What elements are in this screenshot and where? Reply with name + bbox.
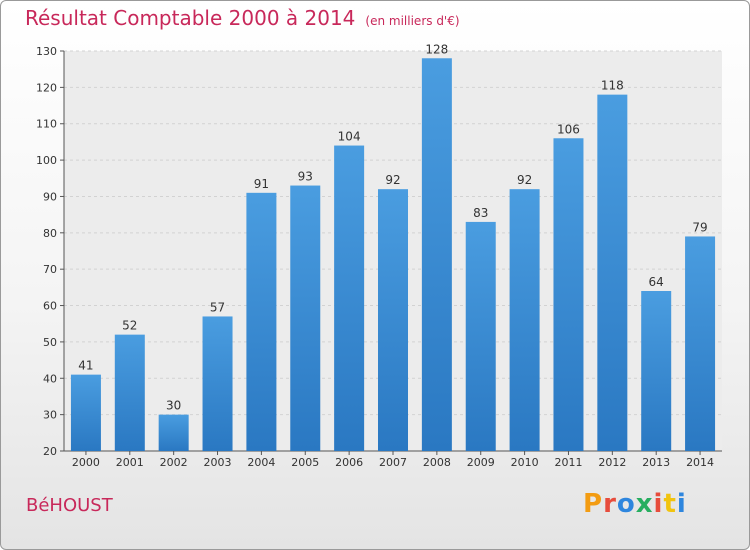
- bar-value-label: 91: [254, 177, 269, 191]
- logo-letter: t: [663, 489, 677, 519]
- bar: [70, 374, 101, 451]
- bar: [378, 189, 408, 451]
- bar: [685, 236, 716, 451]
- y-tick-label: 20: [43, 445, 57, 458]
- chart-title: Résultat Comptable 2000 à 2014: [25, 6, 356, 30]
- x-tick-label: 2011: [554, 456, 582, 469]
- y-tick-label: 30: [43, 409, 57, 422]
- x-tick-label: 2012: [598, 456, 626, 469]
- x-tick-label: 2005: [291, 456, 319, 469]
- y-tick-label: 110: [36, 118, 57, 131]
- bar: [597, 94, 628, 452]
- bar: [114, 334, 145, 451]
- bar: [334, 145, 365, 451]
- y-tick-label: 40: [43, 372, 57, 385]
- x-tick-label: 2003: [204, 456, 232, 469]
- logo-letter: i: [653, 489, 664, 519]
- bar-value-label: 104: [338, 130, 361, 144]
- x-tick-label: 2009: [467, 456, 495, 469]
- y-tick-label: 120: [36, 81, 57, 94]
- proxiti-logo: Proxiti: [583, 489, 687, 519]
- x-tick-label: 2014: [686, 456, 714, 469]
- bar: [158, 414, 189, 451]
- chart-subtitle: (en milliers d'€): [365, 14, 460, 28]
- x-tick-label: 2002: [160, 456, 188, 469]
- bar: [202, 316, 233, 451]
- x-tick-label: 2010: [511, 456, 539, 469]
- y-tick-label: 90: [43, 190, 57, 203]
- logo-letter: i: [676, 489, 687, 519]
- bar-value-label: 57: [210, 300, 225, 314]
- bar-value-label: 118: [601, 79, 624, 93]
- x-tick-label: 2006: [335, 456, 363, 469]
- y-tick-label: 130: [36, 45, 57, 58]
- bar-value-label: 92: [385, 173, 400, 187]
- x-tick-label: 2000: [72, 456, 100, 469]
- logo-letter: P: [583, 489, 604, 519]
- x-tick-label: 2004: [247, 456, 275, 469]
- x-tick-label: 2007: [379, 456, 407, 469]
- x-tick-label: 2013: [642, 456, 670, 469]
- bar: [465, 221, 496, 451]
- logo-letter: x: [635, 489, 654, 519]
- y-tick-label: 80: [43, 227, 57, 240]
- bar-value-label: 79: [692, 220, 707, 234]
- y-tick-label: 70: [43, 263, 57, 276]
- bar: [421, 58, 452, 451]
- y-tick-label: 100: [36, 154, 57, 167]
- logo-letter: o: [616, 489, 636, 519]
- x-tick-label: 2008: [423, 456, 451, 469]
- bar-value-label: 83: [473, 206, 488, 220]
- bar: [641, 291, 672, 451]
- logo-letter: r: [603, 489, 617, 519]
- commune-name: BéHOUST: [26, 495, 113, 516]
- bar-value-label: 93: [298, 170, 313, 184]
- bar-value-label: 106: [557, 122, 580, 136]
- bar: [246, 192, 277, 451]
- bar-value-label: 41: [78, 359, 93, 373]
- bar-value-label: 52: [122, 319, 137, 333]
- y-tick-label: 50: [43, 336, 57, 349]
- bar-value-label: 128: [425, 42, 448, 56]
- bar: [509, 189, 540, 451]
- bar-value-label: 92: [517, 173, 532, 187]
- x-tick-label: 2001: [116, 456, 144, 469]
- bar: [290, 185, 321, 451]
- bar: [553, 138, 584, 452]
- bar-value-label: 30: [166, 399, 181, 413]
- y-tick-label: 60: [43, 300, 57, 313]
- chart-title-block: Résultat Comptable 2000 à 2014 (en millie…: [25, 6, 460, 30]
- bar-value-label: 64: [649, 275, 664, 289]
